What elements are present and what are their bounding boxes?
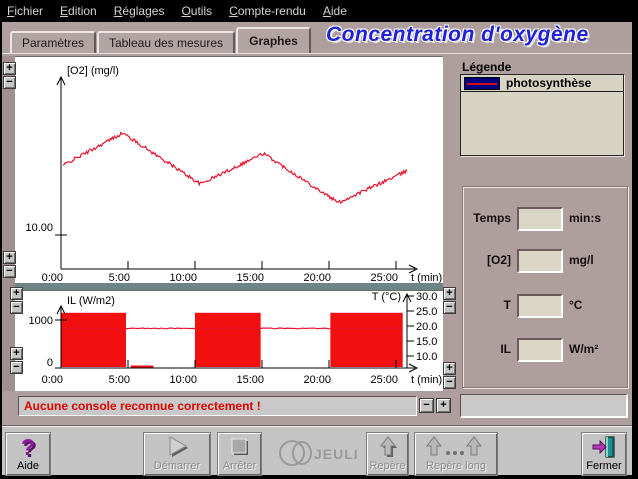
status-zoom-in-button[interactable]: + bbox=[436, 398, 451, 413]
svg-text:[O2] (mg/l): [O2] (mg/l) bbox=[67, 65, 119, 77]
il-axis-bottom-zoom-in-button[interactable]: + bbox=[10, 347, 23, 360]
t-axis-top-zoom-out-button[interactable]: − bbox=[443, 301, 456, 314]
temps-unit: min:s bbox=[569, 211, 602, 225]
svg-text:0: 0 bbox=[47, 357, 53, 369]
graph-splitter[interactable] bbox=[15, 283, 443, 290]
o2-axis-top-zoom-in-button[interactable]: + bbox=[3, 62, 16, 75]
legend-box: photosynthèse bbox=[460, 74, 624, 156]
stop-icon bbox=[218, 433, 261, 460]
svg-text:1000: 1000 bbox=[29, 315, 53, 327]
temps-field[interactable] bbox=[517, 207, 563, 231]
svg-text:30.0: 30.0 bbox=[416, 291, 437, 303]
il-axis-top-zoom-in-button[interactable]: + bbox=[10, 287, 23, 300]
legend-item-label: photosynthèse bbox=[506, 76, 592, 90]
il-temp-chart-panel: IL (W/m2) 1000 0 0:00 5:00 10:00 15:00 20:00 25:… bbox=[15, 290, 443, 391]
t-axis-top-zoom-in-button[interactable]: + bbox=[443, 287, 456, 300]
status-text: Aucune console reconnue correctement ! bbox=[24, 399, 261, 413]
tab-parametres[interactable]: Paramètres bbox=[10, 31, 96, 53]
il-axis-top-zoom-out-button[interactable]: − bbox=[10, 301, 23, 314]
question-mark-icon: ? bbox=[20, 433, 36, 460]
menu-fichier[interactable]: Fichier bbox=[7, 4, 44, 18]
menu-outils[interactable]: Outils bbox=[181, 4, 213, 18]
il-field[interactable] bbox=[517, 338, 563, 362]
o2-axis-bottom-zoom-out-button[interactable]: − bbox=[3, 265, 16, 278]
jeulin-logo: JEULIN bbox=[278, 438, 369, 473]
svg-text:5:00: 5:00 bbox=[109, 272, 130, 284]
svg-text:10.00: 10.00 bbox=[25, 222, 53, 234]
svg-text:15.0: 15.0 bbox=[416, 336, 437, 348]
svg-text:15:00: 15:00 bbox=[236, 272, 264, 284]
close-button[interactable]: Fermer bbox=[581, 432, 627, 476]
svg-text:0:00: 0:00 bbox=[42, 374, 63, 386]
play-icon bbox=[144, 433, 210, 460]
double-up-arrow-icon bbox=[415, 433, 497, 460]
svg-text:15:00: 15:00 bbox=[236, 374, 264, 386]
menu-compte-rendu[interactable]: Compte-rendu bbox=[229, 4, 306, 18]
svg-text:20.0: 20.0 bbox=[416, 321, 437, 333]
svg-text:10.0: 10.0 bbox=[416, 351, 437, 363]
o2-chart-panel: [O2] (mg/l) 10.00 0:00 5:00 10:00 15:00 20:00 2… bbox=[15, 56, 443, 284]
tab-graphes[interactable]: Graphes bbox=[236, 27, 311, 53]
menu-bar: Fichier Edition Réglages Outils Compte-rendu… bbox=[0, 0, 638, 22]
t-unit: °C bbox=[569, 298, 583, 312]
tab-tableau-des-mesures[interactable]: Tableau des mesures bbox=[97, 31, 235, 53]
bottom-right-empty-field bbox=[460, 394, 628, 418]
legend-heading: Légende bbox=[462, 60, 512, 74]
left-axis-strip bbox=[2, 56, 15, 391]
menu-aide[interactable]: Aide bbox=[322, 4, 347, 18]
marker-button[interactable]: Repère bbox=[366, 432, 409, 476]
up-arrow-icon bbox=[367, 433, 408, 460]
svg-text:t (min): t (min) bbox=[411, 272, 442, 284]
stop-button[interactable]: Arrêter bbox=[217, 432, 262, 476]
il-temp-chart: IL (W/m2) 1000 0 0:00 5:00 10:00 15:00 20:00 25:… bbox=[29, 291, 443, 386]
svg-text:25:00: 25:00 bbox=[370, 374, 398, 386]
menu-r-glages[interactable]: Réglages bbox=[113, 4, 165, 18]
legend-item-photosynthese[interactable]: photosynthèse bbox=[461, 75, 623, 92]
measurement-readouts: Temps min:s [O2] mg/l T °C IL W/m² bbox=[462, 186, 628, 388]
t-axis-bottom-zoom-in-button[interactable]: + bbox=[443, 362, 456, 375]
o2-field[interactable] bbox=[517, 249, 563, 273]
o2-label: [O2] bbox=[487, 253, 511, 267]
svg-text:5:00: 5:00 bbox=[109, 374, 130, 386]
bottom-toolbar: ? Aide Démarrer Arrêter JEULIN bbox=[2, 425, 632, 476]
svg-text:T (°C): T (°C) bbox=[372, 291, 401, 303]
status-message: Aucune console reconnue correctement ! bbox=[18, 396, 417, 416]
t-axis-bottom-zoom-out-button[interactable]: − bbox=[443, 376, 456, 389]
readout-row-temps: Temps min:s bbox=[463, 207, 627, 231]
svg-text:JEULIN: JEULIN bbox=[314, 446, 358, 462]
long-marker-button[interactable]: Repère long bbox=[414, 432, 498, 476]
page-title: Concentration d'oxygène bbox=[326, 23, 589, 46]
o2-axis-top-zoom-out-button[interactable]: − bbox=[3, 76, 16, 89]
readout-row-t: T °C bbox=[463, 294, 627, 318]
t-field[interactable] bbox=[517, 294, 563, 318]
il-axis-bottom-zoom-out-button[interactable]: − bbox=[10, 361, 23, 374]
svg-text:20:00: 20:00 bbox=[303, 374, 331, 386]
o2-chart: [O2] (mg/l) 10.00 0:00 5:00 10:00 15:00 20:00 2… bbox=[25, 65, 442, 284]
legend-swatch-icon bbox=[464, 76, 500, 90]
menu-edition[interactable]: Edition bbox=[60, 4, 97, 18]
o2-unit: mg/l bbox=[569, 253, 594, 267]
svg-text:25.0: 25.0 bbox=[416, 306, 437, 318]
o2-axis-bottom-zoom-in-button[interactable]: + bbox=[3, 251, 16, 264]
exit-door-icon bbox=[582, 433, 626, 460]
il-label: IL bbox=[500, 342, 511, 356]
il-unit: W/m² bbox=[569, 342, 599, 356]
tab-baseline bbox=[2, 53, 632, 54]
svg-text:0:00: 0:00 bbox=[42, 272, 63, 284]
help-button[interactable]: ? Aide bbox=[5, 432, 51, 476]
svg-text:25:00: 25:00 bbox=[370, 272, 398, 284]
status-zoom-out-button[interactable]: − bbox=[419, 398, 434, 413]
app-window: Paramètres Tableau des mesures Graphes C… bbox=[2, 22, 632, 476]
svg-text:t (min): t (min) bbox=[411, 374, 442, 386]
t-label: T bbox=[503, 298, 511, 312]
readout-row-o2: [O2] mg/l bbox=[463, 249, 627, 273]
svg-text:IL (W/m2): IL (W/m2) bbox=[67, 295, 115, 307]
svg-text:20:00: 20:00 bbox=[303, 272, 331, 284]
temps-label: Temps bbox=[473, 211, 511, 225]
svg-text:10:00: 10:00 bbox=[169, 272, 197, 284]
start-button[interactable]: Démarrer bbox=[143, 432, 211, 476]
svg-text:10:00: 10:00 bbox=[169, 374, 197, 386]
readout-row-il: IL W/m² bbox=[463, 338, 627, 362]
